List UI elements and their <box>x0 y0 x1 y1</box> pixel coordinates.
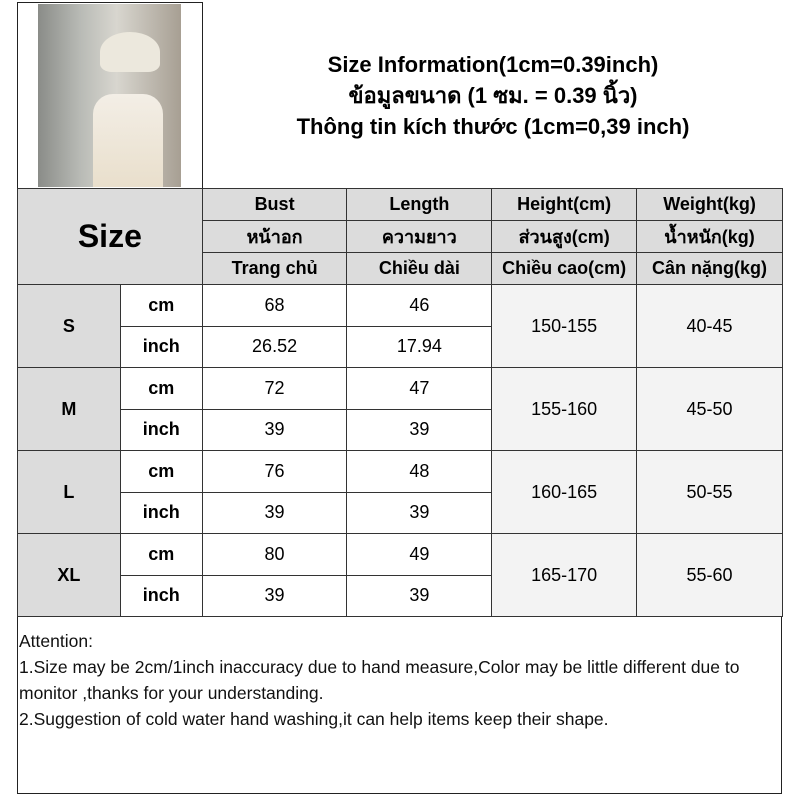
length-inch: 39 <box>346 574 493 617</box>
note-1: 1.Size may be 2cm/1inch inaccuracy due t… <box>19 657 740 703</box>
column-header: Trang chủ <box>201 252 348 285</box>
table-row: M cm 72 47 155-160 45-50 <box>17 367 783 451</box>
column-header: น้ำหนัก(kg) <box>636 220 783 253</box>
length-inch: 39 <box>346 491 493 534</box>
size-label: L <box>17 450 121 534</box>
bust-inch: 26.52 <box>201 325 348 368</box>
table-row: XL cm 80 49 165-170 55-60 <box>17 533 783 617</box>
column-header: Bust <box>201 188 348 221</box>
attention-notes: Attention: 1.Size may be 2cm/1inch inacc… <box>19 628 779 732</box>
unit-label: inch <box>119 491 203 534</box>
size-info-title: Size Information(1cm=0.39inch) ข้อมูลขนา… <box>202 2 783 188</box>
column-header: ส่วนสูง(cm) <box>491 220 638 253</box>
size-header: Size <box>17 188 203 285</box>
height-range: 165-170 <box>491 533 638 617</box>
column-header: Chiều dài <box>346 252 493 285</box>
unit-label: cm <box>119 450 203 493</box>
length-cm: 46 <box>346 284 493 327</box>
length-inch: 17.94 <box>346 325 493 368</box>
column-header: ความยาว <box>346 220 493 253</box>
title-vi: Thông tin kích thước (1cm=0,39 inch) <box>296 113 690 139</box>
size-label: XL <box>17 533 121 617</box>
table-row: inch 39 39 <box>18 574 783 617</box>
table-row: S cm 68 46 150-155 40-45 <box>17 284 783 368</box>
table-row: inch 26.52 17.94 <box>18 325 783 368</box>
height-range: 155-160 <box>491 367 638 451</box>
weight-range: 40-45 <box>636 284 783 368</box>
hat-shape <box>100 32 160 72</box>
weight-range: 45-50 <box>636 367 783 451</box>
height-range: 160-165 <box>491 450 638 534</box>
column-header: Weight(kg) <box>636 188 783 221</box>
product-photo <box>38 4 181 187</box>
column-header: Cân nặng(kg) <box>636 252 783 285</box>
length-cm: 48 <box>346 450 493 493</box>
top-shape <box>93 94 163 187</box>
unit-label: cm <box>119 533 203 576</box>
unit-label: inch <box>119 408 203 451</box>
title-th: ข้อมูลขนาด (1 ซม. = 0.39 นิ้ว) <box>348 82 638 108</box>
unit-label: cm <box>119 284 203 327</box>
length-cm: 47 <box>346 367 493 410</box>
bust-inch: 39 <box>201 408 348 451</box>
size-label: S <box>17 284 121 368</box>
size-label: M <box>17 367 121 451</box>
title-en: Size Information(1cm=0.39inch) <box>327 51 659 77</box>
bust-inch: 39 <box>201 491 348 534</box>
table-row: inch 39 39 <box>18 491 783 534</box>
bust-cm: 76 <box>201 450 348 493</box>
table-row: inch 39 39 <box>18 408 783 451</box>
column-header: Length <box>346 188 493 221</box>
column-header: หน้าอก <box>201 220 348 253</box>
unit-label: inch <box>119 325 203 368</box>
table-row: L cm 76 48 160-165 50-55 <box>17 450 783 534</box>
weight-range: 55-60 <box>636 533 783 617</box>
bust-cm: 72 <box>201 367 348 410</box>
length-cm: 49 <box>346 533 493 576</box>
weight-range: 50-55 <box>636 450 783 534</box>
header-row: Size Bust Length Height(cm) Weight(kg) <box>17 188 783 285</box>
height-range: 150-155 <box>491 284 638 368</box>
bust-cm: 80 <box>201 533 348 576</box>
note-2: 2.Suggestion of cold water hand washing,… <box>19 709 609 729</box>
note-heading: Attention: <box>19 631 93 651</box>
bust-cm: 68 <box>201 284 348 327</box>
column-header: Height(cm) <box>491 188 638 221</box>
length-inch: 39 <box>346 408 493 451</box>
header-row: Trang chủ Chiều dài Chiều cao(cm) Cân nặng(… <box>18 252 783 285</box>
column-header: Chiều cao(cm) <box>491 252 638 285</box>
unit-label: cm <box>119 367 203 410</box>
unit-label: inch <box>119 574 203 617</box>
size-table: Size Bust Length Height(cm) Weight(kg) หน้าอก… <box>17 188 783 617</box>
bust-inch: 39 <box>201 574 348 617</box>
